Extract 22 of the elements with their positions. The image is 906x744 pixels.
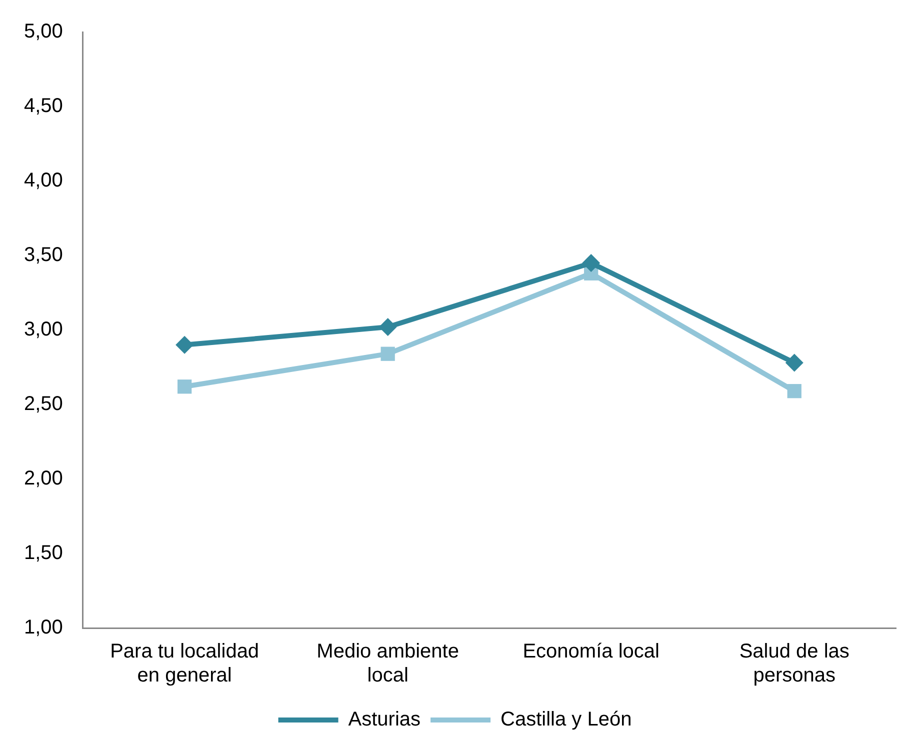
point bbox=[785, 354, 804, 372]
point bbox=[176, 336, 194, 354]
point bbox=[380, 346, 395, 361]
legend-label: Asturias bbox=[348, 708, 421, 731]
point bbox=[378, 318, 397, 336]
y-tick-label: 4,00 bbox=[24, 170, 63, 192]
y-tick-label: 3,00 bbox=[24, 318, 63, 341]
point bbox=[787, 384, 802, 398]
y-tick-label: 1,50 bbox=[24, 542, 63, 564]
y-tick-label: 4,50 bbox=[24, 95, 63, 118]
x-tick-label: Para tu localidad en general bbox=[110, 640, 260, 687]
y-tick-label: 1,00 bbox=[24, 616, 63, 639]
point bbox=[582, 254, 600, 272]
y-tick-label: 5,00 bbox=[24, 20, 63, 43]
y-tick-label: 2,00 bbox=[24, 468, 63, 490]
x-tick-label: Economía local bbox=[522, 640, 660, 663]
legend-label: Castilla y León bbox=[500, 708, 632, 731]
x-tick-label: Salud de las personas bbox=[739, 640, 850, 687]
point bbox=[177, 380, 192, 394]
y-tick-label: 3,50 bbox=[24, 244, 63, 266]
y-tick-label: 2,50 bbox=[24, 393, 63, 416]
x-tick-label: Medio ambiente local bbox=[316, 640, 459, 687]
